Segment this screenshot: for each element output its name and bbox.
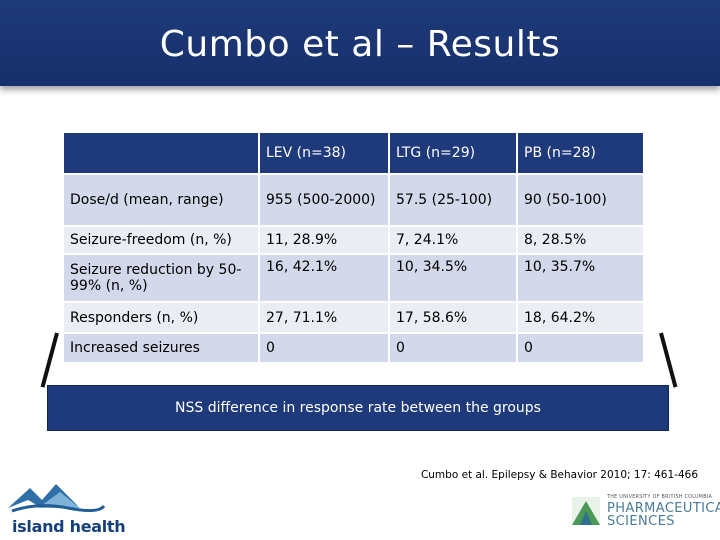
row-label: Seizure reduction by 50-99% (n, %) <box>64 254 260 303</box>
table-header-lev: LEV (n=38) <box>259 133 390 175</box>
table-row: Responders (n, %) 27, 71.1% 17, 58.6% 18… <box>64 302 645 334</box>
table-row: Dose/d (mean, range) 955 (500-2000) 57.5… <box>64 174 645 227</box>
row-label: Increased seizures <box>64 333 260 364</box>
ubc-pharmaceutical-sciences-logo: THE UNIVERSITY OF BRITISH COLUMBIA PHARM… <box>570 493 720 533</box>
bracket-left-line <box>40 332 59 388</box>
pharm-sci-line2: SCIENCES <box>607 514 675 529</box>
table-cell: 0 <box>389 333 518 364</box>
table-cell: 18, 64.2% <box>517 302 645 334</box>
table-cell: 17, 58.6% <box>389 302 518 334</box>
pharm-sci-line1: PHARMACEUTICAL <box>607 501 720 516</box>
table-cell: 57.5 (25-100) <box>389 174 518 227</box>
table-cell: 90 (50-100) <box>517 174 645 227</box>
row-label: Seizure-freedom (n, %) <box>64 226 260 255</box>
citation: Cumbo et al. Epilepsy & Behavior 2010; 1… <box>420 469 698 481</box>
row-label: Dose/d (mean, range) <box>64 174 260 227</box>
table-header-row: LEV (n=38) LTG (n=29) PB (n=28) <box>64 133 645 175</box>
ubc-emblem-icon <box>572 497 600 525</box>
table-row: Seizure-freedom (n, %) 11, 28.9% 7, 24.1… <box>64 226 645 255</box>
slide-title: Cumbo et al – Results <box>159 24 561 65</box>
table-cell: 0 <box>259 333 390 364</box>
table-row: Seizure reduction by 50-99% (n, %) 16, 4… <box>64 254 645 303</box>
table-header-empty <box>64 133 260 175</box>
table-header-ltg: LTG (n=29) <box>389 133 518 175</box>
title-bar: Cumbo et al – Results <box>0 0 720 86</box>
island-health-logo: island health <box>8 478 126 538</box>
ubc-small-text: THE UNIVERSITY OF BRITISH COLUMBIA <box>607 495 713 500</box>
table-cell: 27, 71.1% <box>259 302 390 334</box>
table-row: Increased seizures 0 0 0 <box>64 333 645 364</box>
results-table: LEV (n=38) LTG (n=29) PB (n=28) Dose/d (… <box>64 133 645 364</box>
pharm-sci-text: PHARMACEUTICAL SCIENCES <box>607 502 720 528</box>
bracket-right-line <box>659 332 678 388</box>
table-cell: 7, 24.1% <box>389 226 518 255</box>
table-cell: 10, 35.7% <box>517 254 645 303</box>
callout-box: NSS difference in response rate between … <box>47 385 669 431</box>
table-cell: 11, 28.9% <box>259 226 390 255</box>
table-header-pb: PB (n=28) <box>517 133 645 175</box>
island-health-logo-text: island health <box>12 517 126 536</box>
table-cell: 10, 34.5% <box>389 254 518 303</box>
row-label: Responders (n, %) <box>64 302 260 334</box>
callout-text: NSS difference in response rate between … <box>175 400 541 416</box>
table-cell: 0 <box>517 333 645 364</box>
mountain-icon <box>8 484 106 513</box>
table-cell: 16, 42.1% <box>259 254 390 303</box>
table-cell: 955 (500-2000) <box>259 174 390 227</box>
table-cell: 8, 28.5% <box>517 226 645 255</box>
